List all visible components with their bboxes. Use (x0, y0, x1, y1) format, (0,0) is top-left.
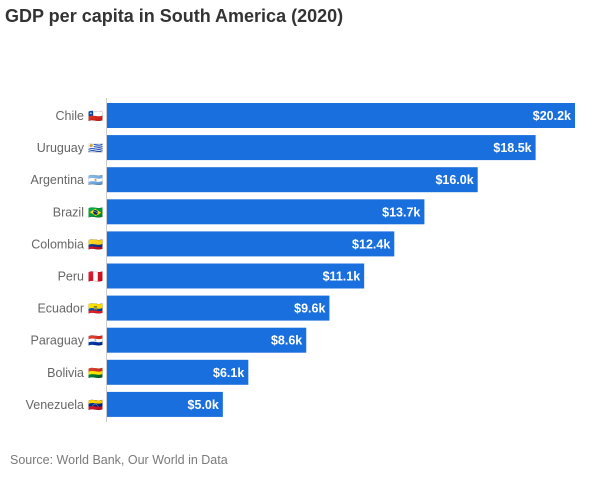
category-label: Chile (56, 109, 85, 123)
bar-chile (107, 103, 575, 128)
category-label: Ecuador (37, 302, 84, 316)
value-label: $11.1k (323, 270, 361, 284)
category-label: Brazil (53, 205, 84, 219)
bar-uruguay (107, 135, 536, 161)
flag-icon: 🇺🇾 (88, 141, 103, 155)
bar-ecuador (107, 295, 330, 321)
value-label: $18.5k (493, 141, 531, 155)
category-label: Uruguay (37, 141, 85, 155)
value-label: $12.4k (352, 237, 390, 251)
flag-icon: 🇧🇴 (88, 366, 103, 380)
bar-peru (107, 263, 365, 289)
category-label: Paraguay (30, 334, 84, 348)
bar-paraguay (107, 327, 307, 353)
value-label: $13.7k (382, 205, 420, 219)
flag-icon: 🇵🇾 (88, 334, 103, 348)
flag-icon: 🇪🇨 (88, 302, 103, 316)
category-label: Peru (58, 270, 84, 284)
category-label: Argentina (30, 173, 84, 187)
flag-icon: 🇧🇷 (88, 205, 103, 219)
value-label: $8.6k (271, 334, 302, 348)
category-label: Colombia (31, 237, 84, 251)
value-label: $6.1k (213, 366, 244, 380)
bar-brazil (107, 199, 425, 225)
flag-icon: 🇨🇱 (88, 109, 103, 123)
value-label: $20.2k (533, 109, 571, 123)
bar-argentina (107, 167, 478, 193)
category-label: Bolivia (47, 366, 84, 380)
flag-icon: 🇦🇷 (88, 173, 103, 187)
value-label: $16.0k (435, 173, 473, 187)
source-note: Source: World Bank, Our World in Data (10, 453, 228, 467)
chart-title: GDP per capita in South America (2020) (5, 6, 344, 26)
flag-icon: 🇻🇪 (88, 398, 103, 412)
bar-venezuela (107, 391, 223, 417)
value-label: $9.6k (294, 302, 325, 316)
bar-bolivia (107, 359, 249, 385)
flag-icon: 🇵🇪 (88, 270, 103, 284)
bars-group: Chile 🇨🇱 $20.2k Uruguay 🇺🇾 $18.5k Argentina 🇦🇷 $… (26, 103, 575, 417)
flag-icon: 🇨🇴 (88, 237, 103, 251)
category-label: Venezuela (26, 398, 84, 412)
value-label: $5.0k (188, 398, 219, 412)
bar-colombia (107, 231, 395, 257)
